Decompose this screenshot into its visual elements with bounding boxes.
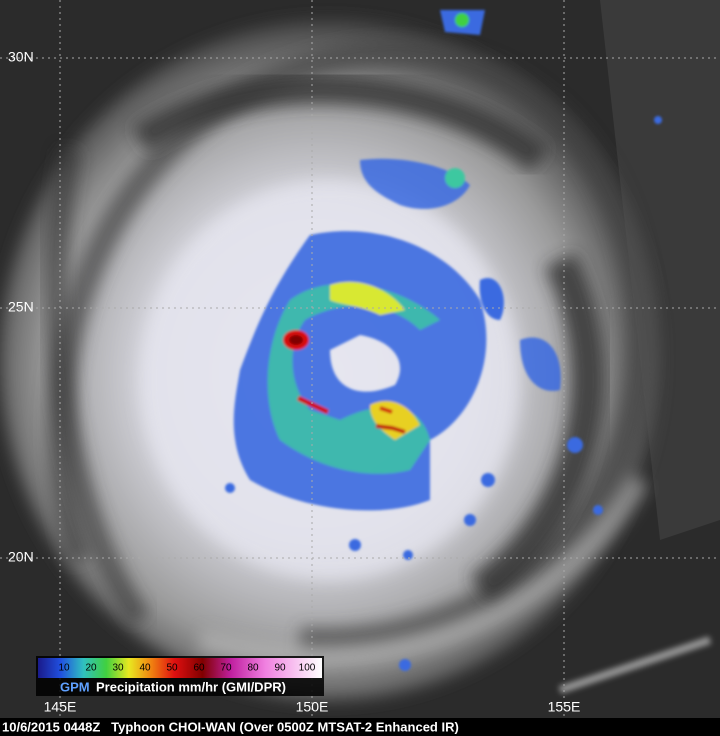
- legend-tick-label: 40: [139, 663, 151, 674]
- caption: 10/6/2015 0448Z Typhoon CHOI-WAN (Over 0…: [2, 719, 459, 734]
- legend-brand: GPM: [60, 679, 90, 694]
- legend-title: Precipitation mm/hr (GMI/DPR): [96, 679, 286, 694]
- longitude-label: 155E: [548, 699, 581, 715]
- legend-tick-label: 20: [85, 663, 97, 674]
- latitude-label: 30N: [8, 49, 34, 65]
- legend-tick-label: 70: [220, 663, 232, 674]
- color-bar: [38, 658, 322, 678]
- longitude-label: 145E: [44, 699, 77, 715]
- legend-tick-label: 100: [299, 663, 316, 674]
- legend: GPM Precipitation mm/hr (GMI/DPR) 10 20 30…: [36, 656, 324, 696]
- longitude-label: 150E: [296, 699, 329, 715]
- legend-tick-label: 60: [193, 663, 205, 674]
- latitude-label: 25N: [8, 299, 34, 315]
- precipitation: [225, 10, 662, 671]
- legend-tick-label: 30: [112, 663, 124, 674]
- legend-tick-label: 50: [166, 663, 178, 674]
- latitude-label: 20N: [8, 549, 34, 565]
- legend-tick-label: 90: [274, 663, 286, 674]
- graticule: [0, 0, 720, 718]
- legend-tick-label: 80: [247, 663, 259, 674]
- legend-tick-label: 10: [58, 663, 70, 674]
